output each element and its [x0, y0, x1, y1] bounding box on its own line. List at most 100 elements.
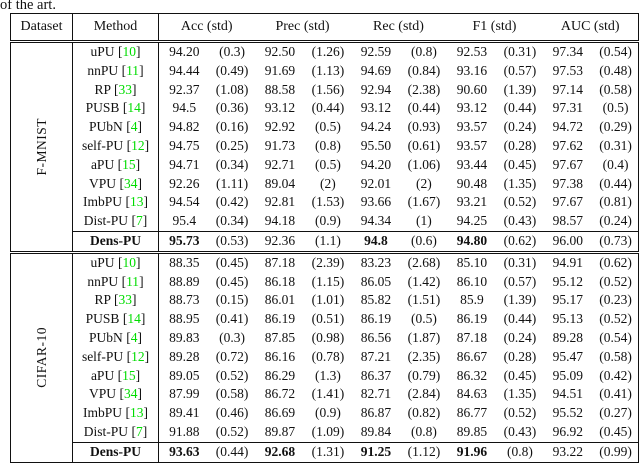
- metric-std: (0.81): [599, 194, 632, 210]
- citation-number[interactable]: 34: [123, 175, 138, 191]
- metric-cell-content: 97.14 (0.58): [543, 81, 639, 100]
- metric-cell-content: 95.73 (0.53): [159, 232, 255, 251]
- metric-value: 95.09: [552, 367, 583, 383]
- metric-cell-content: 93.12 (0.44): [255, 99, 351, 118]
- metric-acc: 88.95 (0.41): [159, 310, 255, 329]
- citation-number[interactable]: 11: [126, 62, 140, 78]
- citation-number[interactable]: 13: [129, 194, 144, 210]
- metric-value: 87.18: [264, 254, 296, 270]
- metric-auc: 97.62 (0.31): [543, 137, 639, 156]
- metric-cell-content: 97.67 (0.4): [543, 156, 639, 175]
- citation-number[interactable]: 33: [118, 292, 132, 308]
- citation-ref[interactable]: [15]: [114, 367, 141, 383]
- citation-number[interactable]: 10: [122, 44, 136, 59]
- metric-cell-content: 85.82 (1.51): [351, 291, 447, 310]
- metric-acc: 94.75 (0.25): [159, 137, 255, 156]
- citation-ref[interactable]: [10]: [114, 254, 141, 270]
- citation-ref[interactable]: [4]: [122, 329, 142, 345]
- citation-number[interactable]: 7: [135, 213, 143, 229]
- citation-number[interactable]: 14: [127, 311, 141, 327]
- metric-value: 94.20: [169, 44, 200, 59]
- citation-number[interactable]: 12: [131, 137, 145, 153]
- citation-ref[interactable]: [33]: [110, 292, 137, 308]
- metric-value: 90.60: [456, 81, 488, 97]
- metric-prec: 86.01 (1.01): [255, 291, 351, 310]
- metric-rec: 89.84 (0.8): [351, 423, 447, 442]
- citation-ref[interactable]: [14]: [119, 100, 146, 116]
- citation-number[interactable]: 15: [122, 367, 136, 383]
- citation-number[interactable]: 7: [135, 423, 143, 439]
- metric-prec: 91.73 (0.8): [255, 137, 351, 156]
- metric-acc: 94.5 (0.36): [159, 99, 255, 118]
- metric-std: (2): [416, 175, 432, 191]
- citation-number[interactable]: 34: [123, 386, 138, 402]
- metric-cell-content: 86.10 (0.57): [447, 273, 543, 292]
- citation-number[interactable]: 13: [129, 405, 144, 421]
- method-cell: nnPU [11]: [72, 272, 159, 292]
- citation-ref[interactable]: [12]: [123, 137, 150, 153]
- citation-number[interactable]: 10: [122, 254, 136, 270]
- metric-auc: 89.28 (0.54): [543, 329, 639, 348]
- citation-ref[interactable]: [11]: [118, 62, 144, 78]
- citation-ref[interactable]: [11]: [118, 273, 144, 289]
- metric-value: 97.67: [552, 194, 583, 210]
- citation-ref[interactable]: [7]: [128, 213, 148, 229]
- metric-cell-content: 98.57 (0.24): [543, 212, 639, 231]
- citation-number[interactable]: 4: [130, 329, 138, 345]
- metric-prec: 88.58 (1.56): [255, 81, 351, 100]
- citation-ref[interactable]: [15]: [114, 156, 141, 172]
- metric-value: 90.48: [456, 175, 488, 191]
- citation-number[interactable]: 15: [122, 156, 136, 172]
- citation-ref[interactable]: [10]: [114, 44, 141, 59]
- table-row: self-PU [12] 89.28 (0.72) 86.16 (0.78) 87.21 (…: [11, 347, 639, 367]
- metric-std: (2.38): [407, 81, 441, 97]
- metric-value: 89.28: [552, 329, 583, 345]
- citation-ref[interactable]: [33]: [110, 81, 137, 97]
- citation-ref[interactable]: [34]: [116, 175, 142, 191]
- metric-cell-content: 95.47 (0.58): [543, 348, 639, 367]
- metric-cell-content: 87.18 (2.39): [255, 254, 351, 273]
- citation-ref[interactable]: [12]: [123, 348, 150, 364]
- metric-cell-content: 86.05 (1.42): [351, 273, 447, 292]
- metric-std: (1.3): [314, 367, 341, 383]
- metric-value: 86.72: [264, 386, 296, 402]
- metric-cell-content: 95.13 (0.52): [543, 310, 639, 329]
- metric-std: (1.26): [311, 44, 345, 59]
- metric-value: 95.73: [169, 232, 200, 248]
- method-name: uPU: [90, 254, 115, 270]
- header-f1: F1 (std): [446, 13, 543, 43]
- citation-ref[interactable]: [13]: [122, 194, 148, 210]
- metric-value: 95.47: [552, 348, 583, 364]
- citation-ref[interactable]: [4]: [122, 119, 142, 135]
- metric-std: (0.82): [407, 405, 441, 421]
- citation-ref[interactable]: [13]: [122, 405, 148, 421]
- metric-rec: 92.01 (2): [351, 175, 447, 194]
- metric-std: (1.39): [503, 81, 537, 97]
- citation-number[interactable]: 4: [130, 119, 138, 135]
- metric-cell-content: 94.82 (0.16): [159, 118, 255, 137]
- citation-number[interactable]: 14: [127, 100, 141, 116]
- metric-auc: 96.00 (0.73): [542, 230, 639, 254]
- metric-auc: 98.57 (0.24): [543, 212, 639, 231]
- metric-cell-content: 88.89 (0.45): [159, 273, 255, 292]
- metric-cell-content: 94.54 (0.42): [159, 193, 255, 212]
- method-cell: PUbN [4]: [72, 328, 159, 348]
- citation-number[interactable]: 33: [118, 81, 132, 97]
- metric-cell-content: 92.92 (0.5): [255, 118, 351, 137]
- metric-value: 96.00: [552, 232, 583, 248]
- header-auc: AUC (std): [542, 13, 639, 43]
- citation-ref[interactable]: [7]: [128, 423, 148, 439]
- metric-value: 85.9: [460, 292, 484, 308]
- metric-f1: 93.57 (0.28): [447, 137, 543, 156]
- citation-number[interactable]: 12: [131, 348, 145, 364]
- citation-ref[interactable]: [34]: [116, 386, 142, 402]
- method-name: PUSB: [85, 100, 120, 116]
- metric-value: 97.31: [552, 100, 583, 116]
- citation-number[interactable]: 11: [126, 273, 140, 289]
- citation-ref[interactable]: [14]: [119, 311, 146, 327]
- metric-std: (0.43): [503, 423, 537, 439]
- metric-prec: 86.69 (0.9): [255, 404, 351, 423]
- metric-value: 91.25: [360, 443, 392, 459]
- metric-value: 93.22: [552, 443, 583, 459]
- metric-cell-content: 94.8 (0.6): [351, 232, 447, 251]
